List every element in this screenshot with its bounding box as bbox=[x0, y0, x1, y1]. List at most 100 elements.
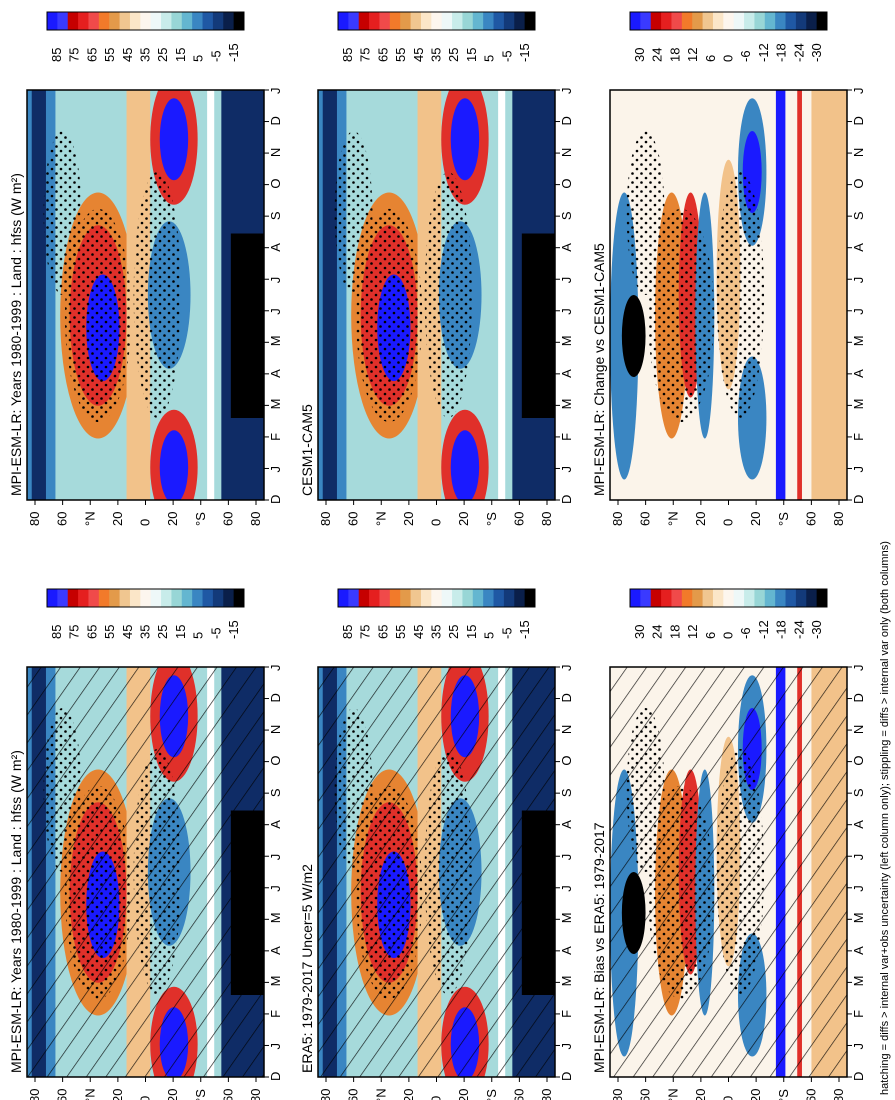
month-tick-label: S bbox=[268, 788, 283, 797]
colorbar-swatch bbox=[441, 589, 453, 607]
colorbar-tick-label: 55 bbox=[393, 625, 408, 639]
month-tick-label: A bbox=[851, 243, 866, 252]
month-tick-label: D bbox=[559, 693, 574, 702]
colorbar-tick-label: 45 bbox=[411, 48, 426, 62]
colorbar-tick-label: 30 bbox=[632, 48, 647, 62]
colorbar-bottom-left: 30 24 18 12 6 0 -6 -12 -18 -24 -30 bbox=[629, 588, 828, 639]
month-tick-label: S bbox=[559, 211, 574, 220]
colorbar-tick-label: 75 bbox=[358, 48, 373, 62]
colorbar-swatch bbox=[88, 12, 100, 30]
lat-tick-label: 60 bbox=[511, 512, 526, 526]
colorbar-tick-label: 30 bbox=[632, 625, 647, 639]
colorbar-tick-label: 65 bbox=[375, 48, 390, 62]
lat-tick-label: °S bbox=[484, 1089, 499, 1100]
colorbar-swatch bbox=[816, 589, 828, 607]
lat-tick-label: 60 bbox=[803, 512, 818, 526]
colorbar-swatch bbox=[671, 12, 683, 30]
colorbar-swatch bbox=[202, 12, 214, 30]
colorbar-swatch bbox=[524, 589, 536, 607]
lat-tick-label: °S bbox=[776, 1089, 791, 1100]
colorbar-tick-label: 85 bbox=[340, 625, 355, 639]
colorbar-swatch bbox=[681, 12, 693, 30]
colorbar-swatch bbox=[650, 589, 662, 607]
colorbar-swatch bbox=[671, 589, 683, 607]
colorbar-swatch bbox=[483, 12, 495, 30]
month-tick-label: J bbox=[559, 1043, 574, 1050]
month-tick-label: S bbox=[851, 211, 866, 220]
lat-tick-label: 20 bbox=[456, 1089, 471, 1100]
colorbar-swatch bbox=[733, 12, 745, 30]
colorbar-tick-label: -6 bbox=[738, 627, 753, 639]
colorbar-swatch bbox=[161, 589, 172, 607]
colorbar-swatch bbox=[514, 12, 526, 30]
month-tick-label: A bbox=[559, 820, 574, 829]
colorbar-swatch bbox=[47, 589, 58, 607]
month-tick-label: A bbox=[268, 369, 283, 378]
lat-tick-label: 80 bbox=[539, 512, 554, 526]
colorbar-swatch bbox=[630, 12, 641, 30]
colorbar-swatch bbox=[223, 12, 235, 30]
month-tick-label: S bbox=[851, 788, 866, 797]
month-tick-label: M bbox=[851, 976, 866, 987]
month-tick-label: A bbox=[851, 369, 866, 378]
colorbar-tick-label: 5 bbox=[191, 632, 206, 639]
month-tick-label: O bbox=[851, 178, 866, 188]
month-tick-label: M bbox=[559, 976, 574, 987]
colorbar-swatch bbox=[452, 12, 463, 30]
colorbar-tick-label: -5 bbox=[499, 627, 514, 639]
lat-tick-label: 20 bbox=[165, 512, 180, 526]
colorbar-bottom-right: 30 24 18 12 6 0 -6 -12 -18 -24 -30 bbox=[629, 11, 828, 62]
colorbar-tick-label: 18 bbox=[667, 48, 682, 62]
month-tick-label: J bbox=[851, 885, 866, 892]
colorbar-swatch bbox=[661, 12, 672, 30]
colorbar-swatch bbox=[109, 12, 121, 30]
lat-tick-label: 80 bbox=[610, 1089, 625, 1100]
colorbar-swatch bbox=[202, 589, 214, 607]
month-tick-label: M bbox=[851, 912, 866, 923]
colorbar-swatch bbox=[503, 589, 515, 607]
month-tick-label: D bbox=[268, 495, 283, 504]
colorbar-tick-label: 55 bbox=[102, 48, 117, 62]
colorbar-tick-label: 55 bbox=[393, 48, 408, 62]
colorbar-swatch bbox=[410, 12, 422, 30]
month-tick-label: F bbox=[851, 433, 866, 441]
colorbar-swatch bbox=[712, 12, 724, 30]
month-tick-label: M bbox=[268, 399, 283, 410]
colorbar-swatch bbox=[129, 12, 141, 30]
lat-tick-label: 0 bbox=[429, 1096, 444, 1100]
month-tick-label: J bbox=[268, 665, 283, 672]
colorbar-tick-label: 55 bbox=[102, 625, 117, 639]
colorbar-swatch bbox=[181, 12, 193, 30]
colorbar-swatch bbox=[764, 12, 776, 30]
month-tick-label: D bbox=[851, 693, 866, 702]
colorbar-swatch bbox=[150, 12, 162, 30]
colorbar-tick-label: 5 bbox=[191, 55, 206, 62]
colorbar-tick-label: 65 bbox=[84, 625, 99, 639]
lat-tick-label: °N bbox=[665, 1088, 680, 1100]
panel-top-left: MPI-ESM-LR: Years 1980-1999 : Land : hfs… bbox=[8, 665, 283, 1100]
month-tick-label: J bbox=[851, 1043, 866, 1050]
colorbar-swatch bbox=[389, 589, 401, 607]
month-tick-label: J bbox=[851, 277, 866, 284]
panel-title: CESM1-CAM5 bbox=[299, 404, 315, 496]
month-tick-label: D bbox=[851, 495, 866, 504]
colorbar-swatch bbox=[192, 589, 204, 607]
lat-tick-label: 60 bbox=[55, 512, 70, 526]
month-tick-label: J bbox=[268, 466, 283, 473]
colorbar-swatch bbox=[129, 589, 141, 607]
lat-tick-label: 20 bbox=[748, 512, 763, 526]
month-tick-label: J bbox=[268, 88, 283, 95]
month-tick-label: D bbox=[268, 116, 283, 125]
month-tick-label: M bbox=[559, 912, 574, 923]
month-tick-label: D bbox=[559, 1072, 574, 1081]
lat-tick-label: 20 bbox=[693, 512, 708, 526]
month-tick-label: J bbox=[268, 308, 283, 315]
lat-tick-label: 0 bbox=[721, 1096, 736, 1100]
colorbar-swatch bbox=[161, 12, 172, 30]
month-tick-label: D bbox=[559, 116, 574, 125]
month-tick-label: D bbox=[851, 1072, 866, 1081]
colorbar-tick-label: 35 bbox=[138, 48, 153, 62]
colorbar-tick-label: -30 bbox=[809, 620, 824, 639]
colorbar-swatch bbox=[212, 12, 224, 30]
